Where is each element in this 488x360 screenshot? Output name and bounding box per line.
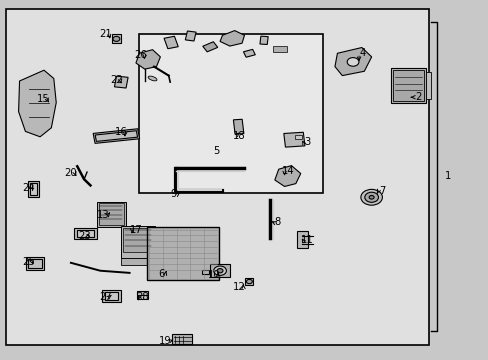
- Bar: [97, 202, 126, 227]
- Text: 18: 18: [233, 131, 245, 141]
- Bar: [121, 258, 154, 265]
- Circle shape: [113, 36, 120, 41]
- Text: 14: 14: [282, 166, 294, 176]
- Bar: [114, 76, 128, 88]
- Circle shape: [213, 266, 226, 275]
- Polygon shape: [220, 31, 244, 46]
- Ellipse shape: [148, 76, 157, 81]
- Text: 13: 13: [97, 210, 110, 220]
- Text: 27: 27: [99, 292, 111, 302]
- Text: 16: 16: [115, 127, 127, 138]
- Bar: [139, 34, 322, 193]
- Text: 20: 20: [64, 168, 77, 178]
- Text: 15: 15: [37, 94, 49, 104]
- Text: 9: 9: [170, 189, 177, 199]
- Circle shape: [368, 195, 373, 199]
- Bar: [77, 230, 94, 237]
- Text: 2: 2: [414, 92, 421, 102]
- Bar: [272, 46, 286, 52]
- Text: 23: 23: [78, 231, 90, 241]
- Polygon shape: [334, 48, 371, 76]
- Circle shape: [346, 58, 358, 66]
- Polygon shape: [274, 166, 300, 186]
- Text: 21: 21: [99, 29, 111, 39]
- Bar: [233, 119, 244, 134]
- Text: 19: 19: [159, 336, 171, 346]
- Bar: [185, 31, 196, 41]
- Bar: [260, 36, 267, 45]
- Bar: [426, 72, 430, 99]
- Bar: [93, 129, 140, 143]
- Bar: [245, 278, 253, 285]
- Text: 25: 25: [22, 257, 35, 267]
- Bar: [74, 228, 97, 239]
- Bar: [295, 135, 302, 139]
- Bar: [243, 49, 255, 57]
- Bar: [201, 270, 209, 274]
- Bar: [392, 70, 424, 101]
- Bar: [28, 259, 42, 268]
- Text: 10: 10: [207, 270, 220, 280]
- Text: 6: 6: [158, 269, 164, 279]
- Bar: [209, 264, 230, 277]
- Bar: [123, 228, 152, 252]
- Text: 3: 3: [304, 137, 309, 147]
- Polygon shape: [136, 50, 160, 69]
- Bar: [283, 132, 305, 147]
- Bar: [28, 181, 39, 197]
- Bar: [104, 292, 118, 300]
- Text: 1: 1: [444, 171, 450, 181]
- Bar: [172, 334, 191, 344]
- Text: 22: 22: [110, 75, 122, 85]
- Bar: [296, 231, 307, 248]
- Bar: [163, 36, 178, 49]
- Bar: [112, 35, 121, 44]
- Text: 12: 12: [233, 282, 245, 292]
- Bar: [102, 290, 121, 302]
- Circle shape: [364, 192, 378, 202]
- Bar: [203, 42, 217, 52]
- Text: 24: 24: [22, 183, 35, 193]
- Text: 8: 8: [274, 217, 280, 228]
- Bar: [26, 257, 44, 270]
- Polygon shape: [19, 70, 56, 137]
- Bar: [95, 131, 137, 141]
- Bar: [390, 68, 426, 103]
- Bar: [99, 203, 124, 225]
- Text: 7: 7: [378, 186, 385, 196]
- Text: 5: 5: [212, 146, 219, 156]
- Bar: [6, 9, 428, 345]
- Text: 17: 17: [129, 225, 142, 235]
- Circle shape: [246, 279, 252, 284]
- Bar: [146, 227, 219, 280]
- Bar: [30, 183, 37, 195]
- Text: 11: 11: [300, 235, 313, 246]
- Text: 26: 26: [134, 50, 147, 60]
- Text: 4: 4: [359, 48, 365, 58]
- Bar: [137, 291, 148, 299]
- Text: 28: 28: [136, 292, 149, 302]
- Bar: [121, 226, 154, 258]
- Circle shape: [360, 189, 382, 205]
- Circle shape: [217, 269, 223, 273]
